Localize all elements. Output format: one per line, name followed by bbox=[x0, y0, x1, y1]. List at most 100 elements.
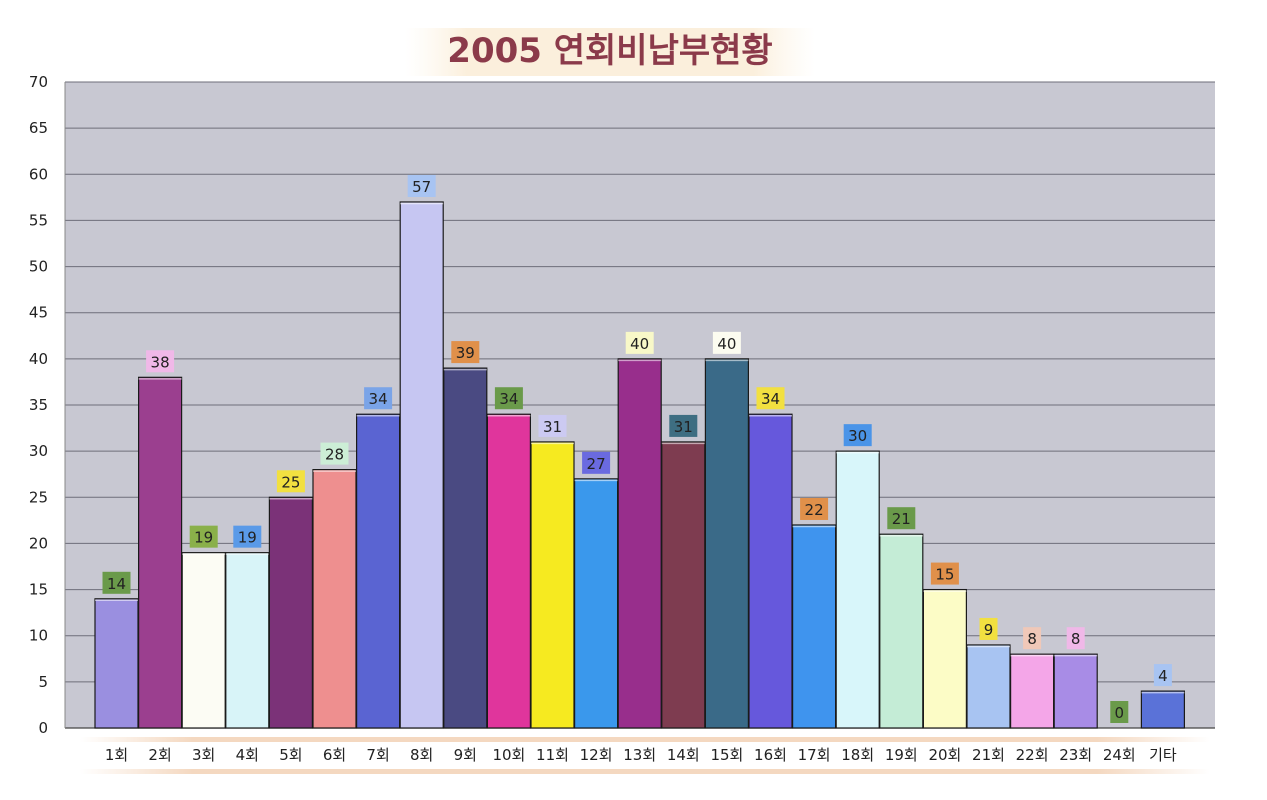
y-axis-ticks: 0 5 10 15 20 25 30 35 40 45 50 55 60 65 70 bbox=[29, 73, 48, 737]
data-label: 31 bbox=[674, 418, 693, 436]
data-label-box bbox=[1110, 701, 1129, 723]
data-label: 25 bbox=[281, 473, 300, 491]
data-label-box bbox=[1153, 664, 1172, 687]
data-label: 28 bbox=[325, 446, 344, 464]
data-label-box bbox=[712, 331, 741, 354]
x-tick-label: 2회 bbox=[148, 746, 171, 764]
y-tick-label: 25 bbox=[29, 488, 48, 506]
y-tick-label: 20 bbox=[29, 534, 48, 552]
bar-2회 bbox=[138, 376, 183, 729]
bar-17회 bbox=[791, 524, 837, 729]
data-label: 8 bbox=[1071, 630, 1081, 648]
data-label: 9 bbox=[984, 621, 994, 639]
data-label: 8 bbox=[1027, 630, 1037, 648]
y-tick-label: 50 bbox=[29, 258, 48, 276]
x-tick-label: 20회 bbox=[928, 746, 961, 764]
y-tick-label: 45 bbox=[29, 304, 48, 322]
data-label: 34 bbox=[499, 390, 518, 408]
x-tick-label: 5회 bbox=[279, 746, 302, 764]
bar-9회 bbox=[443, 367, 488, 729]
bar-기타 bbox=[1140, 690, 1186, 729]
bar-19회 bbox=[879, 533, 924, 729]
x-tick-label: 4회 bbox=[236, 746, 259, 764]
y-tick-label: 70 bbox=[29, 73, 48, 91]
data-label-box bbox=[843, 424, 872, 447]
bar-21회 bbox=[966, 644, 1011, 729]
bar-5회 bbox=[268, 496, 313, 729]
y-tick-label: 5 bbox=[38, 673, 48, 691]
x-axis-categories: 1회 2회 3회 4회 5회 6회 7회 8회 9회 10회 11회 12회 13회 14회 15회 16회 1… bbox=[105, 746, 1177, 764]
data-label-box bbox=[582, 451, 611, 474]
data-label: 14 bbox=[107, 575, 126, 593]
y-tick-label: 15 bbox=[29, 581, 48, 599]
x-tick-label: 7회 bbox=[366, 746, 389, 764]
x-tick-label: 10회 bbox=[492, 746, 525, 764]
x-tick-label: 8회 bbox=[410, 746, 433, 764]
y-tick-label: 10 bbox=[29, 627, 48, 645]
y-tick-label: 30 bbox=[29, 442, 48, 460]
chart-title: 2005 연회비납부현황 bbox=[447, 31, 772, 71]
bar-12회 bbox=[573, 478, 619, 729]
bar-6회 bbox=[312, 469, 357, 729]
y-tick-label: 65 bbox=[29, 119, 48, 137]
data-label-box bbox=[189, 525, 218, 548]
data-label: 27 bbox=[587, 455, 606, 473]
data-label-box bbox=[407, 174, 436, 197]
x-tick-label: 21회 bbox=[972, 746, 1005, 764]
bar-8회 bbox=[399, 201, 444, 729]
x-tick-label: 3회 bbox=[192, 746, 215, 764]
data-label-box bbox=[930, 562, 959, 585]
bar-20회 bbox=[922, 588, 968, 729]
y-tick-label: 40 bbox=[29, 350, 48, 368]
data-label: 38 bbox=[151, 353, 170, 371]
data-label: 39 bbox=[456, 344, 475, 362]
x-tick-label: 22회 bbox=[1016, 746, 1049, 764]
data-label-box bbox=[669, 414, 698, 437]
y-tick-label: 35 bbox=[29, 396, 48, 414]
x-tick-label: 24회 bbox=[1103, 746, 1136, 764]
bar-22회 bbox=[1009, 653, 1055, 729]
x-tick-label: 13회 bbox=[623, 746, 656, 764]
bars bbox=[94, 201, 1186, 729]
bar-7회 bbox=[356, 413, 401, 729]
bar-1회 bbox=[94, 598, 139, 729]
data-label-box bbox=[756, 387, 785, 410]
data-label: 40 bbox=[630, 335, 649, 353]
x-tick-label: 19회 bbox=[885, 746, 918, 764]
data-label-box bbox=[625, 331, 654, 354]
data-label-box bbox=[233, 525, 262, 548]
x-tick-label: 18회 bbox=[841, 746, 874, 764]
category-stripe-bottom bbox=[80, 769, 1210, 774]
data-label: 19 bbox=[194, 529, 213, 547]
x-tick-label: 23회 bbox=[1059, 746, 1092, 764]
data-label: 34 bbox=[369, 390, 388, 408]
data-label-box bbox=[276, 470, 305, 493]
data-label-box bbox=[364, 387, 393, 410]
data-label: 40 bbox=[717, 335, 736, 353]
data-label: 0 bbox=[1115, 704, 1125, 722]
category-stripe-top bbox=[80, 737, 1210, 742]
x-tick-label: 11회 bbox=[536, 746, 569, 764]
bar-11회 bbox=[530, 441, 575, 729]
bar-10회 bbox=[486, 413, 531, 729]
data-label-box bbox=[800, 497, 829, 520]
x-tick-label: 9회 bbox=[454, 746, 477, 764]
data-label: 4 bbox=[1158, 667, 1168, 685]
y-tick-label: 60 bbox=[29, 165, 48, 183]
data-label: 22 bbox=[805, 501, 824, 519]
bar-4회 bbox=[225, 552, 270, 729]
x-tick-label: 6회 bbox=[323, 746, 346, 764]
x-tick-label: 1회 bbox=[105, 746, 128, 764]
data-label-box bbox=[1066, 627, 1085, 650]
data-label-box bbox=[102, 571, 131, 594]
x-tick-label: 기타 bbox=[1149, 746, 1177, 764]
data-label-box bbox=[1023, 627, 1042, 650]
bar-14회 bbox=[661, 441, 706, 729]
bar-13회 bbox=[617, 358, 662, 729]
data-label: 34 bbox=[761, 390, 780, 408]
data-label-box bbox=[146, 350, 175, 373]
data-label-box bbox=[494, 387, 523, 410]
